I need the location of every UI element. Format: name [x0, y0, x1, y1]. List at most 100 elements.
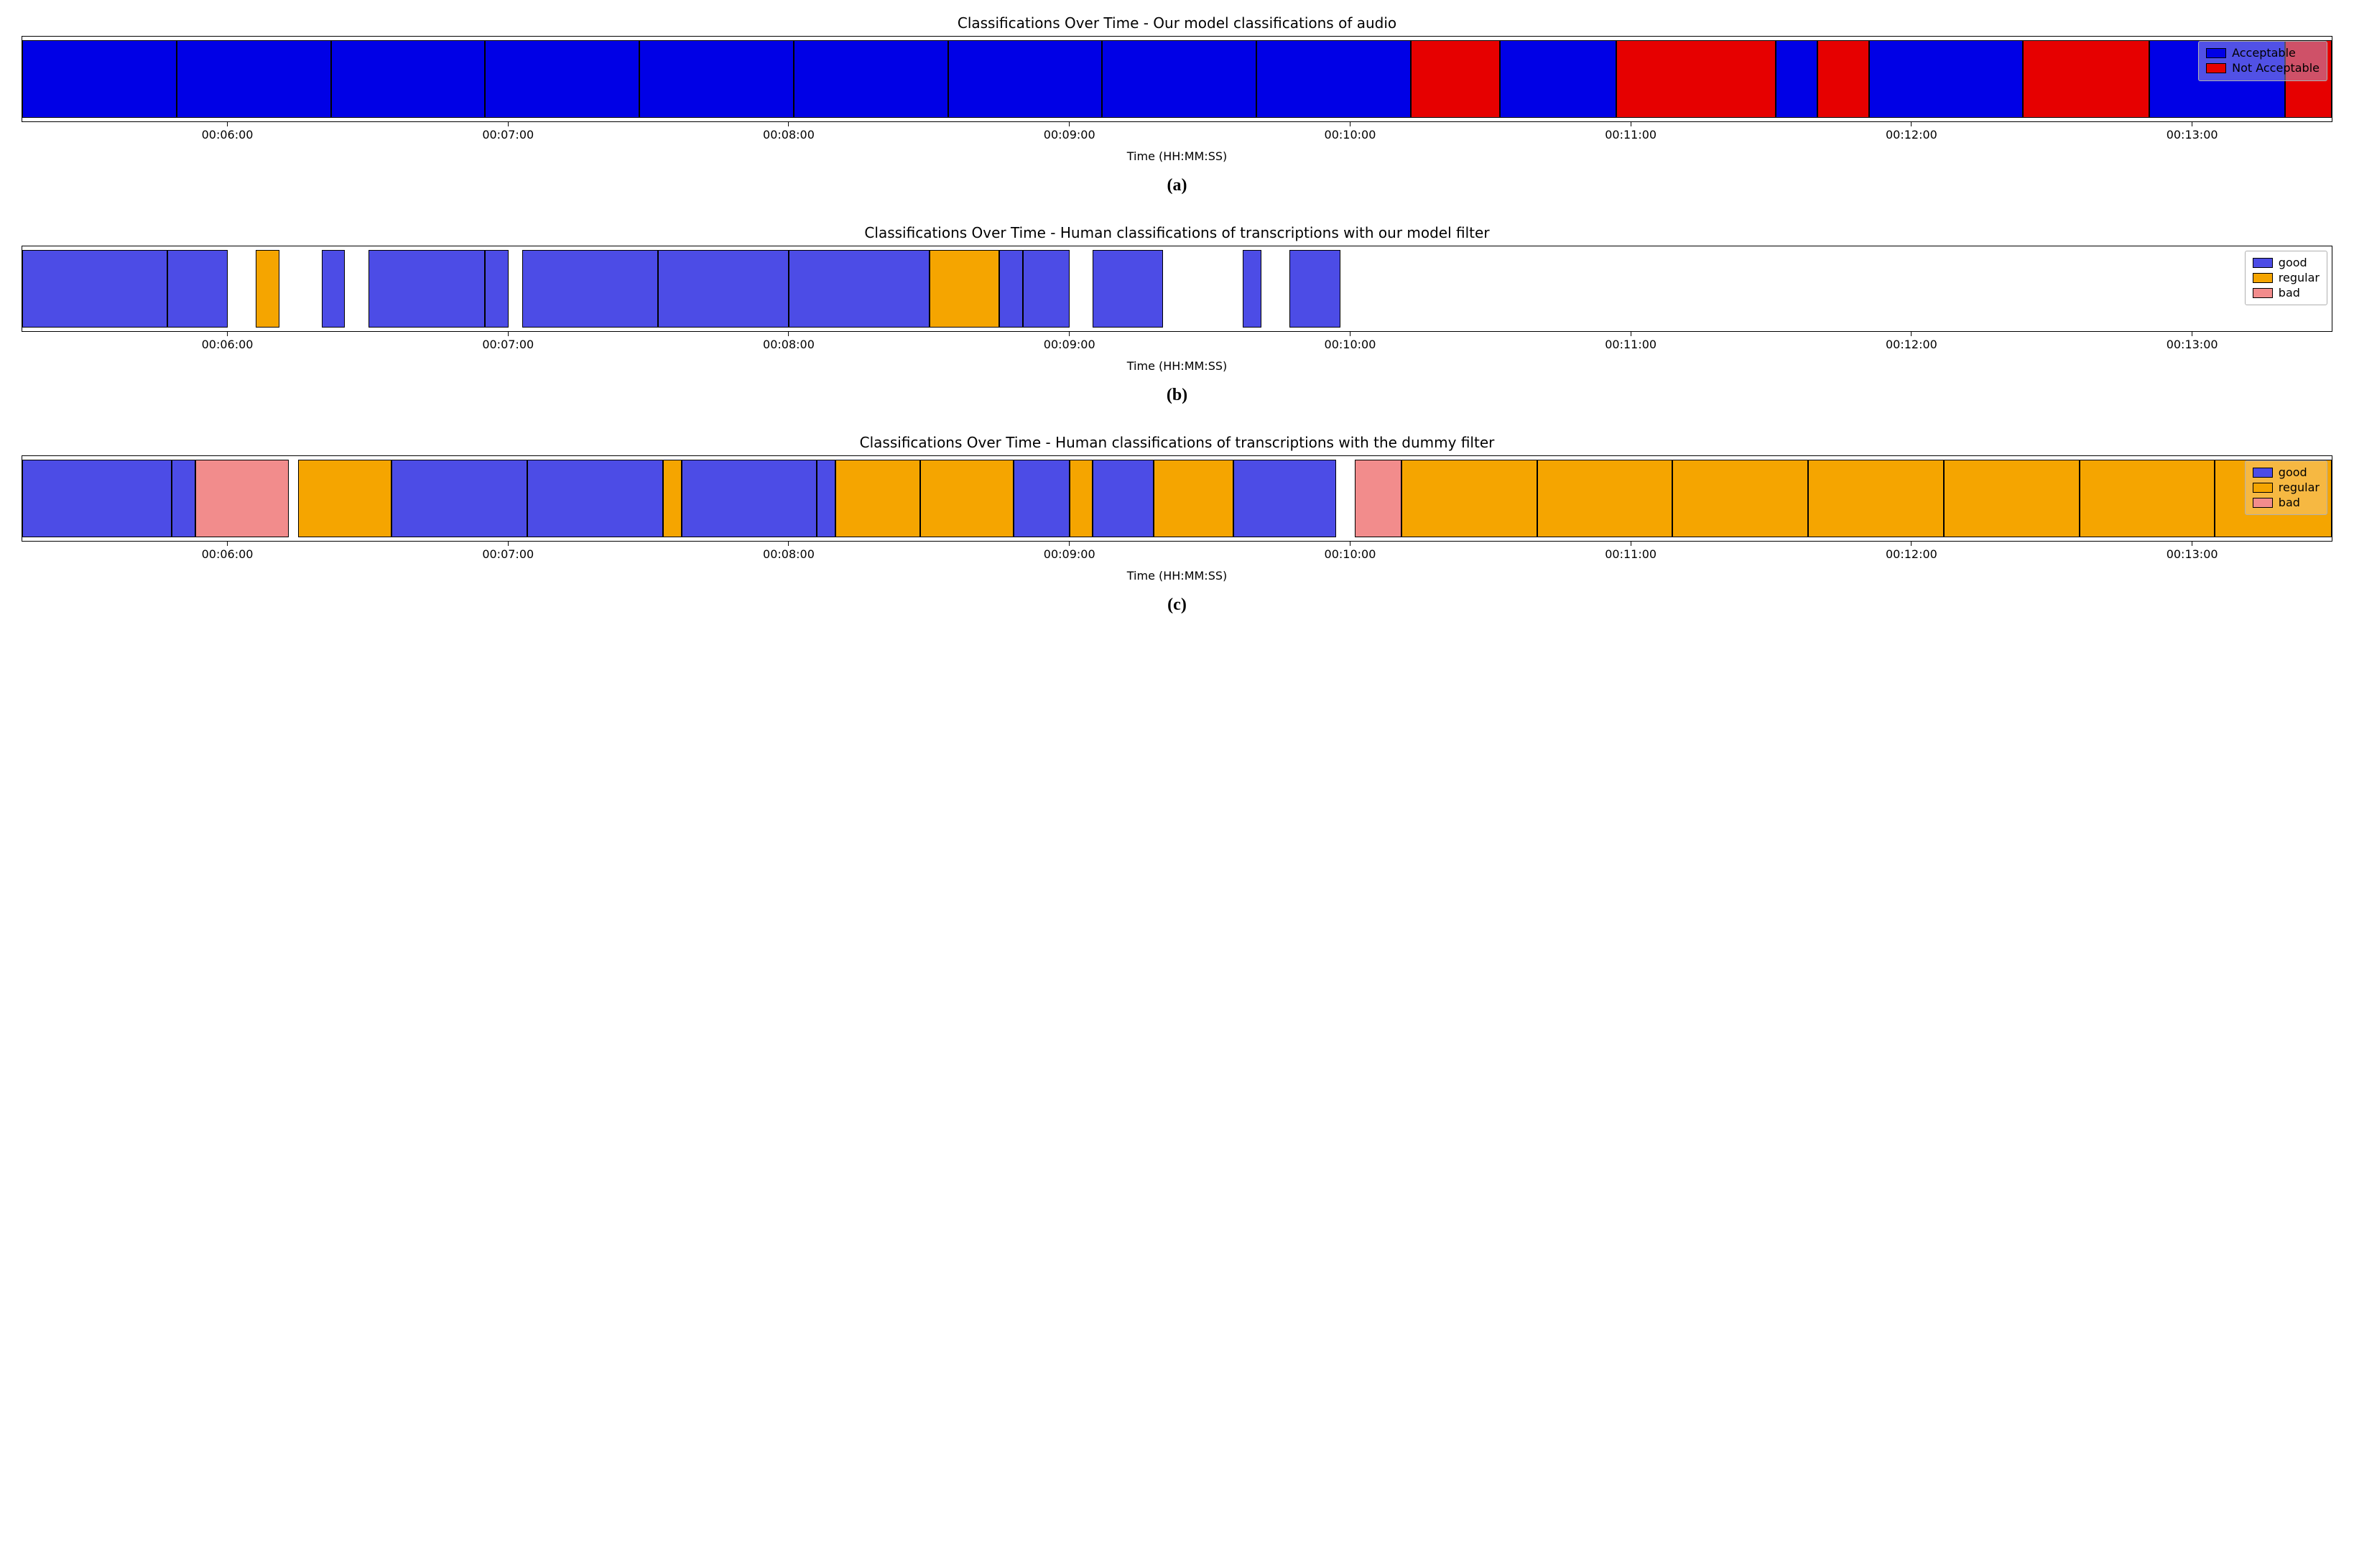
x-tick: 00:08:00 — [763, 542, 815, 561]
x-tick: 00:06:00 — [202, 122, 254, 142]
legend: AcceptableNot Acceptable — [2198, 41, 2327, 81]
chart-title: Classifications Over Time - Human classi… — [22, 224, 2332, 241]
tick-mark — [1911, 122, 1912, 126]
tick-mark — [1911, 542, 1912, 546]
segment-regular — [1672, 460, 1808, 537]
segment-good — [658, 250, 789, 328]
x-axis-ticks: 00:06:00 00:07:00 00:08:00 00:09:00 00:10:00… — [22, 542, 2332, 570]
legend-swatch — [2253, 273, 2273, 283]
tick-label: 00:12:00 — [1886, 338, 1937, 351]
panel-c: Classifications Over Time - Human classi… — [22, 434, 2332, 615]
legend-label: good — [2279, 465, 2307, 481]
legend-item: bad — [2253, 286, 2320, 301]
x-tick: 00:11:00 — [1605, 332, 1656, 351]
legend-label: regular — [2279, 271, 2320, 286]
chart-plot-area — [22, 250, 2332, 328]
legend-item: Acceptable — [2206, 46, 2320, 61]
tick-label: 00:11:00 — [1605, 338, 1656, 351]
x-tick: 00:12:00 — [1886, 542, 1937, 561]
x-tick: 00:10:00 — [1325, 332, 1376, 351]
legend-label: bad — [2279, 286, 2300, 301]
legend-item: good — [2253, 465, 2320, 481]
segment-bad — [1355, 460, 1401, 537]
x-tick: 00:12:00 — [1886, 332, 1937, 351]
segment-regular — [1401, 460, 1537, 537]
x-tick: 00:11:00 — [1605, 122, 1656, 142]
tick-label: 00:11:00 — [1605, 547, 1656, 561]
legend-swatch — [2253, 468, 2273, 478]
segment-not_acceptable — [1817, 40, 1869, 118]
segment-good — [1014, 460, 1070, 537]
segment-good — [485, 250, 509, 328]
x-axis-label: Time (HH:MM:SS) — [22, 149, 2332, 163]
segment-good — [522, 250, 658, 328]
segment-acceptable — [948, 40, 1103, 118]
segment-good — [1289, 250, 1341, 328]
panel-a: Classifications Over Time - Our model cl… — [22, 14, 2332, 195]
legend-swatch — [2206, 48, 2226, 58]
segment-regular — [920, 460, 1014, 537]
tick-label: 00:10:00 — [1325, 338, 1376, 351]
tick-label: 00:09:00 — [1044, 338, 1095, 351]
legend-label: bad — [2279, 496, 2300, 511]
x-tick: 00:09:00 — [1044, 542, 1095, 561]
segment-regular — [835, 460, 919, 537]
legend-item: regular — [2253, 481, 2320, 496]
segment-acceptable — [22, 40, 177, 118]
segment-good — [172, 460, 195, 537]
tick-mark — [508, 122, 509, 126]
chart-title: Classifications Over Time - Our model cl… — [22, 14, 2332, 32]
tick-label: 00:13:00 — [2167, 338, 2218, 351]
segment-acceptable — [639, 40, 794, 118]
segment-acceptable — [1869, 40, 2024, 118]
tick-mark — [508, 542, 509, 546]
tick-mark — [1069, 122, 1070, 126]
segment-good — [1233, 460, 1336, 537]
tick-label: 00:10:00 — [1325, 547, 1376, 561]
segment-good — [322, 250, 346, 328]
segment-good — [1093, 250, 1163, 328]
tick-mark — [1069, 542, 1070, 546]
tick-label: 00:11:00 — [1605, 128, 1656, 142]
legend-swatch — [2253, 483, 2273, 493]
segment-acceptable — [1500, 40, 1617, 118]
subcaption: (b) — [22, 386, 2332, 405]
segment-regular — [1070, 460, 1093, 537]
x-axis-label: Time (HH:MM:SS) — [22, 359, 2332, 373]
legend-label: Acceptable — [2232, 46, 2296, 61]
legend-label: regular — [2279, 481, 2320, 496]
x-tick: 00:07:00 — [482, 542, 534, 561]
segment-good — [527, 460, 663, 537]
segment-good — [369, 250, 486, 328]
segment-acceptable — [485, 40, 639, 118]
segment-acceptable — [177, 40, 331, 118]
tick-label: 00:09:00 — [1044, 547, 1095, 561]
legend: goodregularbad — [2245, 460, 2327, 515]
x-tick: 00:08:00 — [763, 332, 815, 351]
segment-regular — [930, 250, 1000, 328]
segment-good — [22, 250, 167, 328]
x-tick: 00:13:00 — [2167, 122, 2218, 142]
tick-mark — [788, 122, 789, 126]
segment-regular — [1537, 460, 1673, 537]
legend-label: good — [2279, 256, 2307, 271]
segment-not_acceptable — [2023, 40, 2149, 118]
chart-plot-area — [22, 40, 2332, 118]
segment-good — [391, 460, 527, 537]
legend: goodregularbad — [2245, 251, 2327, 305]
legend-label: Not Acceptable — [2232, 61, 2320, 76]
segment-acceptable — [1102, 40, 1256, 118]
tick-mark — [227, 332, 228, 336]
tick-label: 00:06:00 — [202, 128, 254, 142]
tick-mark — [1911, 332, 1912, 336]
tick-label: 00:10:00 — [1325, 128, 1376, 142]
x-tick: 00:07:00 — [482, 332, 534, 351]
legend-item: good — [2253, 256, 2320, 271]
segment-acceptable — [794, 40, 948, 118]
tick-label: 00:09:00 — [1044, 128, 1095, 142]
segment-good — [789, 250, 929, 328]
tick-label: 00:06:00 — [202, 547, 254, 561]
chart-frame: goodregularbad — [22, 455, 2332, 542]
chart-frame: goodregularbad — [22, 246, 2332, 332]
legend-item: bad — [2253, 496, 2320, 511]
